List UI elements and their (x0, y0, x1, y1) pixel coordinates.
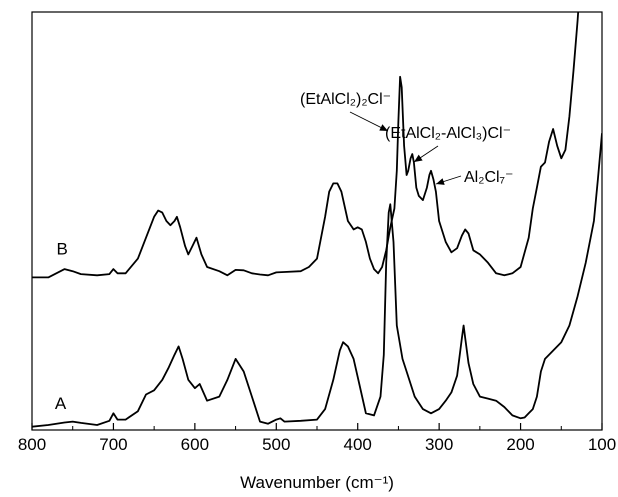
annotation-arrow-head (436, 178, 445, 185)
x-tick-label: 100 (588, 435, 616, 454)
x-tick-label: 800 (18, 435, 46, 454)
x-tick-label: 400 (344, 435, 372, 454)
x-tick-label: 700 (99, 435, 127, 454)
peak-annotation-label: Al₂Cl₇⁻ (464, 169, 514, 186)
x-axis-title: Wavenumber (cm⁻¹) (240, 473, 394, 492)
x-tick-label: 600 (181, 435, 209, 454)
x-tick-label: 200 (506, 435, 534, 454)
x-tick-label: 300 (425, 435, 453, 454)
series-label-b: B (56, 239, 67, 258)
series-label-a: A (55, 394, 67, 413)
peak-annotation-label: (EtAlCl₂-AlCl₃)Cl⁻ (385, 125, 511, 142)
spectrum-line-a (32, 133, 602, 428)
plot-frame (31, 11, 603, 431)
annotation-arrow-head (414, 154, 423, 162)
x-tick-label: 500 (262, 435, 290, 454)
annotation-arrow-head (379, 124, 388, 131)
peak-annotation-label: (EtAlCl₂)₂Cl⁻ (300, 91, 391, 108)
spectrum-line-b (32, 12, 580, 279)
